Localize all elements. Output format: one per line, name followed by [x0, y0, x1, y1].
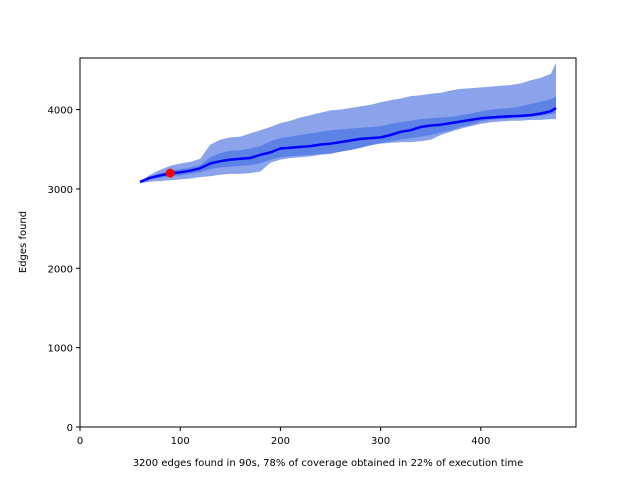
y-tick-label: 2000	[48, 264, 73, 275]
highlight-point	[165, 168, 175, 178]
x-tick-label: 200	[271, 436, 290, 447]
x-tick-label: 100	[171, 436, 190, 447]
y-axis-label: Edges found	[18, 211, 29, 273]
x-tick-label: 0	[77, 436, 83, 447]
plot-frame	[79, 57, 577, 428]
mean-line	[139, 106, 557, 183]
y-tick-label: 1000	[48, 344, 73, 355]
y-tick-label: 3000	[48, 185, 73, 196]
y-tick-label: 4000	[48, 106, 73, 117]
x-axis-label: 3200 edges found in 90s, 78% of coverage…	[133, 458, 524, 469]
x-tick-label: 400	[471, 436, 490, 447]
y-tick-label: 0	[67, 423, 73, 434]
plot-area	[139, 62, 557, 184]
x-tick-label: 300	[371, 436, 390, 447]
